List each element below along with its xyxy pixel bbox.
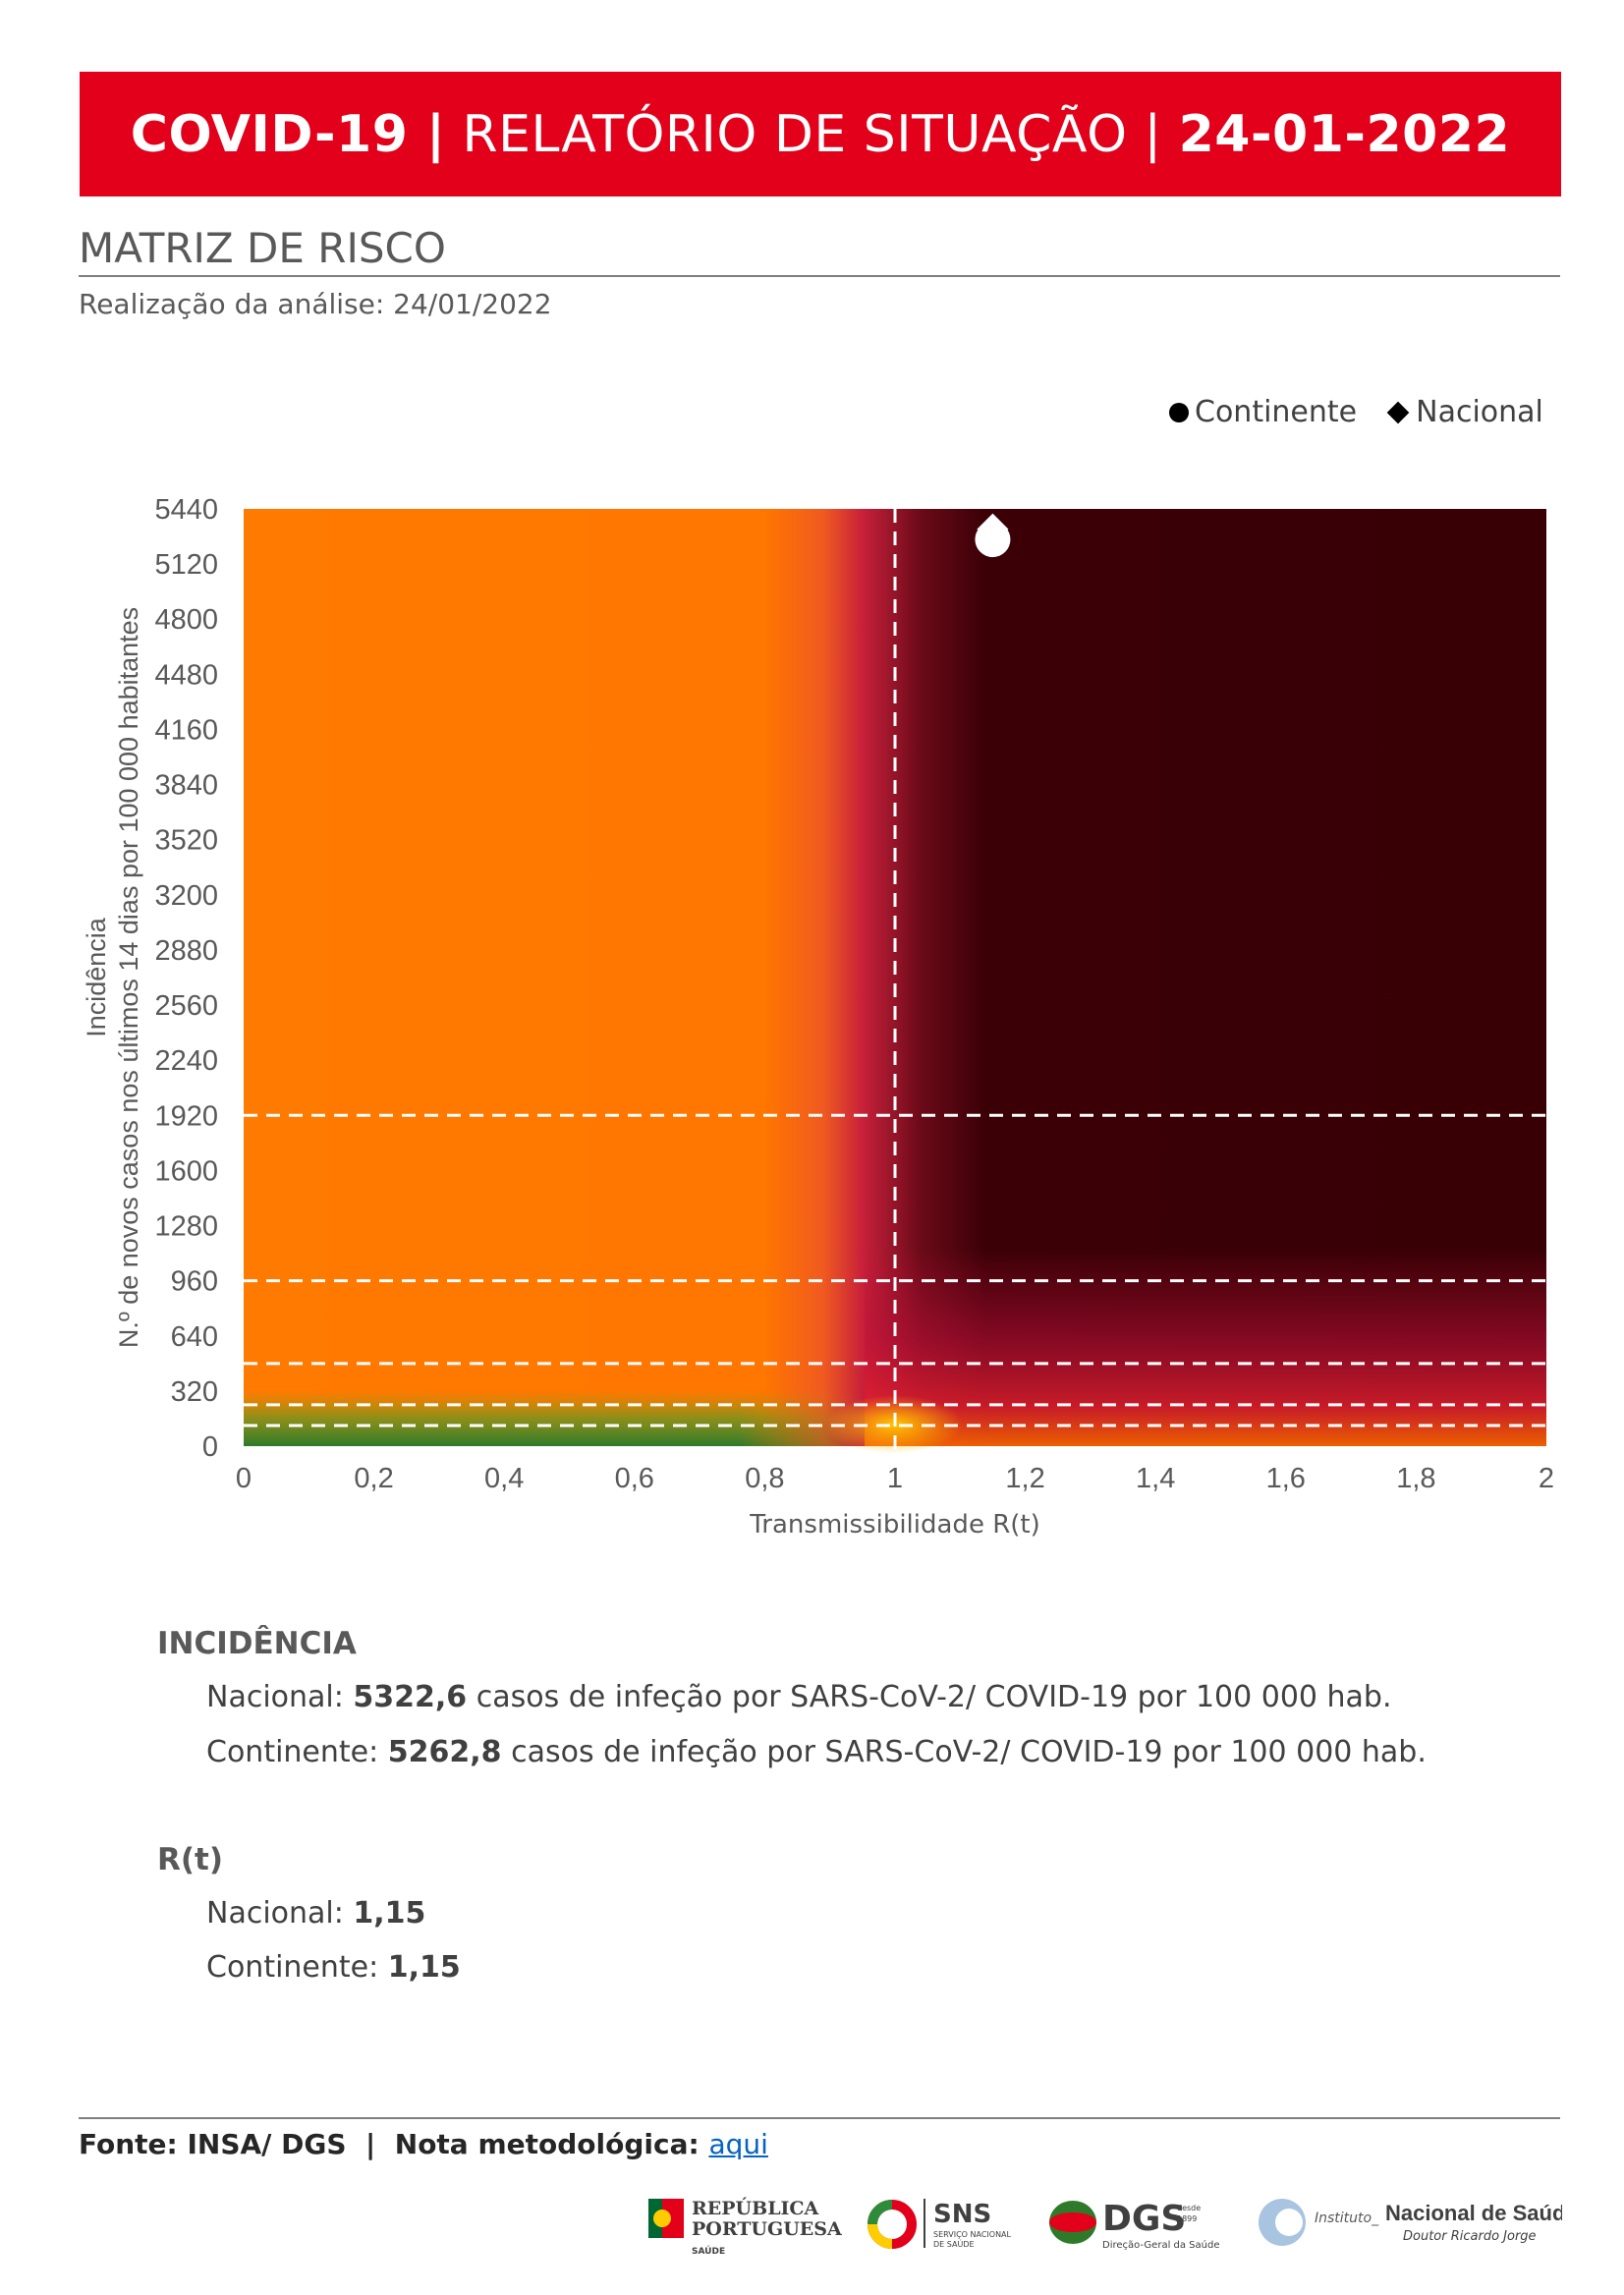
y-tick-label: 640 [171, 1321, 218, 1353]
incidencia-title: INCIDÊNCIA [157, 1626, 357, 1661]
sns-divider [924, 2199, 925, 2248]
data-points [975, 513, 1011, 558]
sns-text: SNS [933, 2200, 991, 2229]
republica-portuguesa-logo: REPÚBLICA PORTUGUESA SAÚDE [648, 2197, 842, 2257]
insa-prefix: Instituto_ [1315, 2211, 1379, 2226]
y-tick-label: 5440 [154, 494, 218, 526]
x-tick-label: 1,2 [1005, 1463, 1044, 1494]
republica-text-3: SAÚDE [692, 2245, 725, 2257]
y-tick-label: 320 [171, 1376, 218, 1408]
y-axis-label-line2: N.º de novos casos nos últimos 14 dias p… [114, 607, 143, 1348]
banner-title-covid: COVID-19 | [130, 104, 446, 164]
y-tick-label: 960 [171, 1266, 218, 1298]
rt-continente: Continente: 1,15 [206, 1950, 461, 1985]
x-tick-label: 0,6 [615, 1463, 654, 1494]
section-divider [79, 275, 1560, 277]
sns-sub-1: SERVIÇO NACIONAL [933, 2230, 1012, 2239]
x-axis-label: Transmissibilidade R(t) [749, 1510, 1040, 1539]
y-tick-label: 1920 [154, 1100, 218, 1132]
republica-text-1: REPÚBLICA [692, 2197, 819, 2219]
y-tick-label: 0 [202, 1431, 218, 1463]
footer-source: Fonte: INSA/ DGS | Nota metodológica: aq… [79, 2128, 768, 2160]
rt-nacional: Nacional: 1,15 [206, 1896, 425, 1931]
risk-matrix-chart: 0 320 640 960 1280 1600 1920 2240 2560 2880 3200 35… [82, 494, 1554, 1539]
incidencia-nacional-value: 5322,6 [353, 1680, 468, 1714]
x-tick-label: 0,4 [484, 1463, 524, 1494]
y-tick-label: 2560 [154, 990, 218, 1022]
y-tick-label: 3200 [154, 880, 218, 912]
analysis-date: Realização da análise: 24/01/2022 [79, 288, 552, 320]
banner-title-report: RELATÓRIO DE SITUAÇÃO | [445, 104, 1179, 164]
chart-legend: Continente Nacional [1169, 395, 1543, 429]
dgs-sub: Direção-Geral da Saúde [1102, 2239, 1220, 2251]
legend-label-nacional: Nacional [1416, 395, 1543, 429]
x-tick-label: 0,8 [745, 1463, 784, 1494]
legend-item-continente: Continente [1169, 395, 1357, 429]
x-tick-label: 0 [236, 1463, 252, 1494]
rt-nacional-label: Nacional: [206, 1896, 354, 1931]
x-tick-label: 1 [887, 1463, 903, 1494]
armillary-sphere-icon [653, 2210, 671, 2227]
incidencia-continente: Continente: 5262,8 casos de infeção por … [206, 1735, 1427, 1769]
flag-red-icon [662, 2199, 684, 2238]
incidencia-nacional-suffix: casos de infeção por SARS-CoV-2/ COVID-1… [467, 1680, 1392, 1714]
partner-logos: REPÚBLICA PORTUGUESA SAÚDE SNS SERVIÇO N… [648, 2197, 1562, 2257]
republica-text-2: PORTUGUESA [692, 2218, 842, 2240]
rt-continente-value: 1,15 [387, 1950, 461, 1985]
incidencia-nacional-label: Nacional: [206, 1680, 354, 1714]
dgs-since-2: 1899 [1177, 2214, 1197, 2223]
banner-title-date: 24-01-2022 [1178, 104, 1511, 164]
dgs-logo: DGS desde 1899 Direção-Geral da Saúde [1049, 2199, 1220, 2251]
sns-logo: SNS SERVIÇO NACIONAL DE SAÚDE [868, 2199, 1012, 2249]
footer-divider [79, 2117, 1560, 2119]
legend-label-continente: Continente [1195, 395, 1358, 429]
insa-emblem-inner-icon [1275, 2209, 1303, 2236]
diamond-marker-icon [1386, 401, 1410, 423]
insa-logo: Instituto_ Nacional de Saúde Doutor Rica… [1259, 2199, 1562, 2246]
y-tick-label: 2240 [154, 1045, 218, 1077]
x-axis-ticks: 0 0,2 0,4 0,6 0,8 1 1,2 1,4 1,6 1,8 2 [236, 1463, 1554, 1494]
y-tick-label: 1280 [154, 1211, 218, 1243]
incidencia-continente-suffix: casos de infeção por SARS-CoV-2/ COVID-1… [501, 1735, 1427, 1769]
x-tick-label: 0,2 [354, 1463, 393, 1494]
dgs-text: DGS [1102, 2199, 1186, 2239]
section-title: MATRIZ DE RISCO [79, 224, 446, 272]
insa-name: Nacional de Saúde [1385, 2201, 1562, 2225]
insa-sub: Doutor Ricardo Jorge [1403, 2229, 1537, 2244]
y-tick-label: 4160 [154, 714, 218, 746]
rt-nacional-value: 1,15 [353, 1896, 426, 1931]
x-tick-label: 1,8 [1396, 1463, 1435, 1494]
incidencia-nacional: Nacional: 5322,6 casos de infeção por SA… [206, 1680, 1392, 1714]
threshold-lines [244, 509, 1546, 1464]
rt-section: R(t) [157, 1842, 223, 1877]
y-tick-label: 1600 [154, 1155, 218, 1187]
report-banner: COVID-19 | RELATÓRIO DE SITUAÇÃO | 24-01… [80, 72, 1561, 196]
footer-source-text: Fonte: INSA/ DGS | Nota metodológica: [79, 2128, 709, 2160]
y-tick-label: 2880 [154, 935, 218, 967]
incidencia-continente-label: Continente: [206, 1735, 388, 1769]
dgs-since-1: desde [1177, 2204, 1201, 2212]
legend-item-nacional: Nacional [1386, 395, 1543, 429]
y-tick-label: 3520 [154, 825, 218, 857]
sns-ring-yellow-icon [868, 2223, 893, 2249]
rt-continente-label: Continente: [206, 1950, 388, 1985]
methodology-link[interactable]: aqui [708, 2128, 768, 2160]
y-axis-ticks: 0 320 640 960 1280 1600 1920 2240 2560 2880 3200 35… [154, 494, 218, 1463]
rt-title: R(t) [157, 1842, 224, 1877]
point-nacional [977, 513, 1009, 545]
y-tick-label: 5120 [154, 549, 218, 581]
y-axis-label-line1: Incidência [82, 917, 111, 1037]
x-tick-label: 1,4 [1136, 1463, 1175, 1494]
x-tick-label: 1,6 [1266, 1463, 1306, 1494]
y-tick-label: 4800 [154, 604, 218, 636]
sns-ring-green-icon [868, 2200, 893, 2225]
x-tick-label: 2 [1539, 1463, 1554, 1494]
incidencia-section: INCIDÊNCIA [157, 1626, 357, 1661]
incidencia-continente-value: 5262,8 [387, 1735, 502, 1769]
circle-marker-icon [1169, 402, 1189, 422]
y-tick-label: 4480 [154, 659, 218, 691]
y-tick-label: 3840 [154, 770, 218, 802]
dgs-emblem-red-icon [1049, 2212, 1096, 2232]
sns-sub-2: DE SAÚDE [933, 2238, 975, 2249]
